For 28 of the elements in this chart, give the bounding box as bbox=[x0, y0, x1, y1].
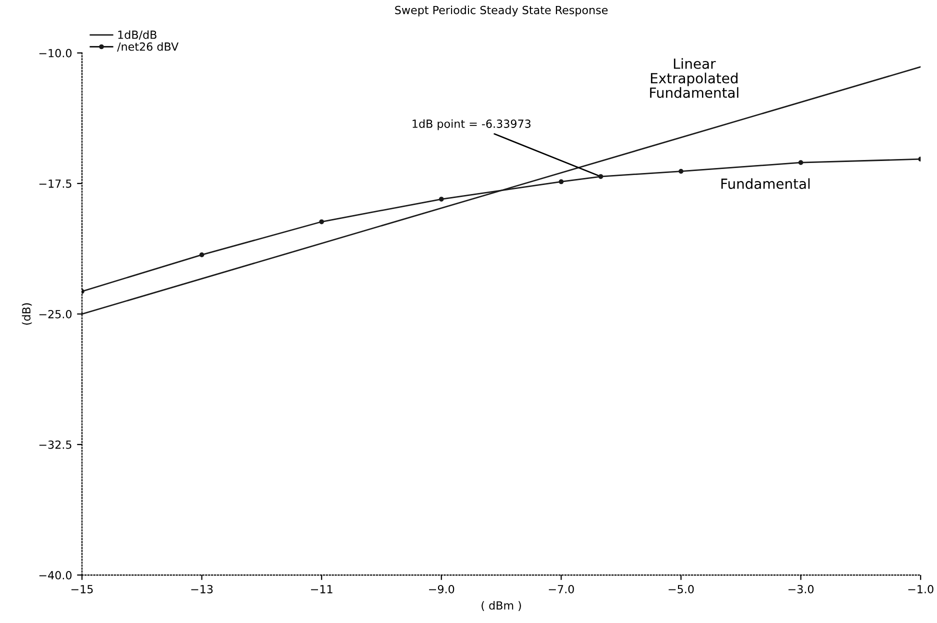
x-tick-label: −13 bbox=[191, 584, 213, 594]
y-tick-label: −40.0 bbox=[39, 571, 72, 580]
y-axis-title: (dB) bbox=[22, 303, 32, 325]
point bbox=[798, 160, 804, 166]
y-tick-label: −10.0 bbox=[39, 48, 72, 58]
point bbox=[199, 252, 204, 258]
point bbox=[598, 174, 604, 179]
annotation: Fundamental bbox=[721, 178, 810, 190]
point bbox=[678, 168, 684, 174]
x-tick-label: −3.0 bbox=[788, 584, 814, 594]
annotation: Linear Extrapolated Fundamental bbox=[650, 58, 738, 98]
point bbox=[319, 219, 324, 224]
legend-label: /net26 dBV bbox=[117, 42, 179, 52]
x-tick-label: −11 bbox=[311, 585, 332, 594]
x-tick-label: −5.0 bbox=[668, 584, 694, 594]
point bbox=[438, 196, 444, 202]
y-tick-label: −25.0 bbox=[39, 310, 72, 318]
y-tick-label: −32.5 bbox=[39, 440, 72, 449]
y-tick-label: −17.5 bbox=[39, 180, 72, 188]
x-axis-title: ( dBm ) bbox=[482, 601, 521, 611]
x-tick-label: −1.0 bbox=[908, 584, 934, 594]
point bbox=[558, 179, 564, 184]
chart-title: Swept Periodic Steady State Response bbox=[395, 6, 608, 16]
legend-label: 1dB/dB bbox=[118, 30, 156, 40]
x-tick-label: −15 bbox=[71, 585, 93, 594]
x-tick-label: −9.0 bbox=[429, 584, 454, 594]
annotation: 1dB point = -6.33973 bbox=[412, 119, 530, 130]
x-tick-label: −7.0 bbox=[548, 584, 574, 594]
